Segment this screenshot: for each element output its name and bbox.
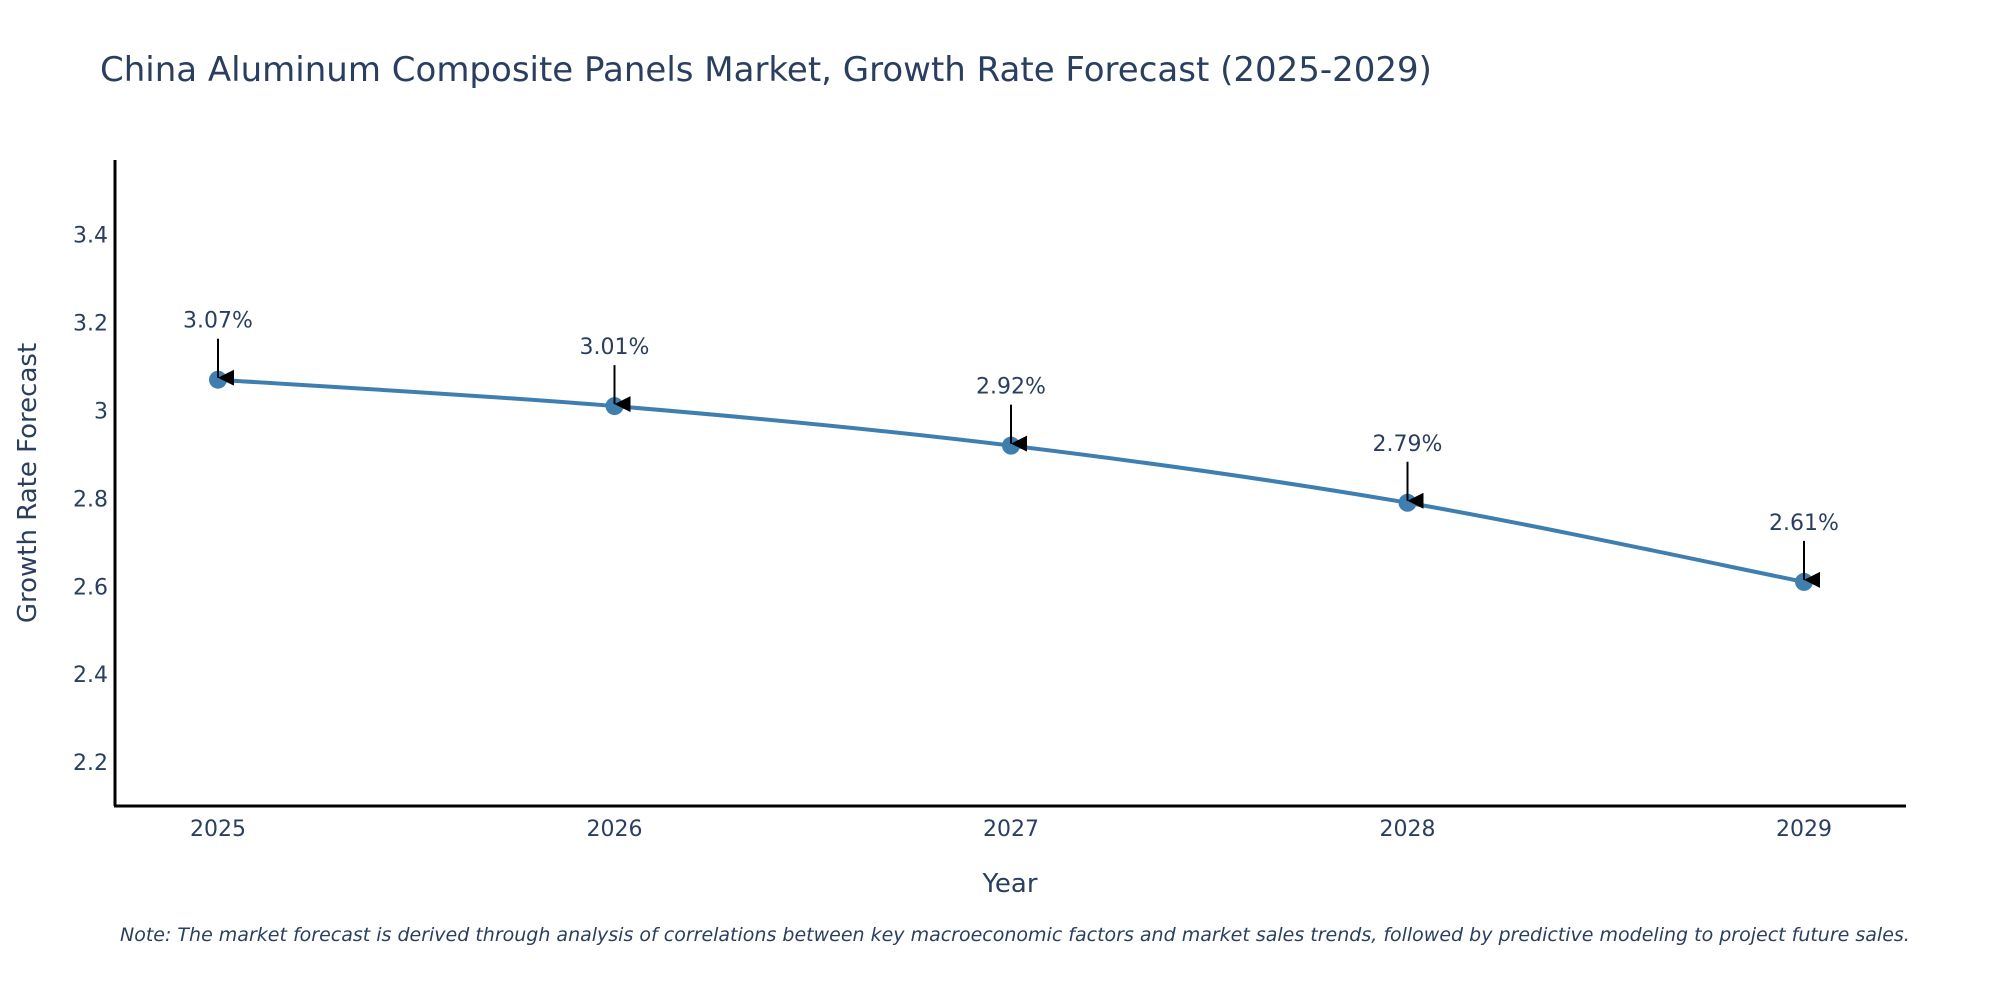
chart-title: China Aluminum Composite Panels Market, …	[100, 50, 1432, 90]
data-label: 2.61%	[1769, 511, 1839, 536]
y-tick-label: 2.6	[73, 575, 108, 600]
x-tick-label: 2029	[1776, 817, 1832, 842]
x-tick-label: 2025	[190, 817, 246, 842]
x-tick-label: 2028	[1380, 817, 1436, 842]
y-tick-label: 3.4	[73, 224, 108, 249]
y-tick-label: 2.4	[73, 663, 108, 688]
plot-area: 3.07% 3.01% 2.92% 2.79% 2.61%	[183, 309, 1839, 591]
y-tick-label: 2.8	[73, 487, 108, 512]
x-axis-title: Year	[981, 869, 1037, 899]
y-tick-label: 3	[94, 399, 108, 424]
y-tick-label: 3.2	[73, 312, 108, 337]
x-tick-labels: 2025 2026 2027 2028 2029	[190, 817, 1832, 842]
footnote: Note: The market forecast is derived thr…	[120, 924, 1910, 946]
y-axis-title: Growth Rate Forecast	[13, 343, 43, 623]
x-tick-label: 2026	[587, 817, 643, 842]
data-label: 2.79%	[1373, 432, 1443, 457]
data-label: 2.92%	[976, 375, 1046, 400]
x-tick-label: 2027	[983, 817, 1039, 842]
y-tick-labels: 2.2 2.4 2.6 2.8 3 3.2 3.4	[73, 224, 108, 776]
y-tick-label: 2.2	[73, 751, 108, 776]
data-label: 3.01%	[580, 335, 650, 360]
data-label: 3.07%	[183, 309, 253, 334]
